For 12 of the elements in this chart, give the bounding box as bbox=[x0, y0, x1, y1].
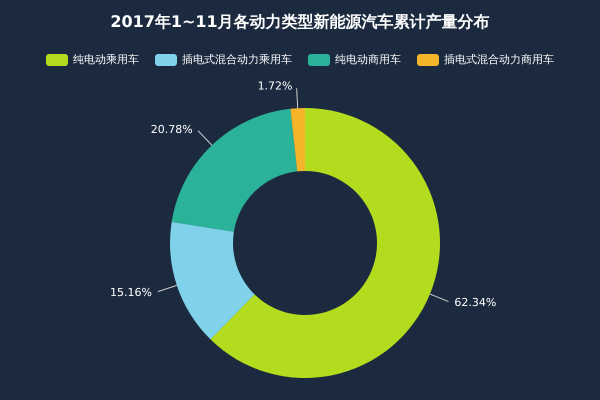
data-label: 20.78% bbox=[150, 122, 193, 136]
donut-slice bbox=[210, 108, 440, 378]
data-label: 15.16% bbox=[110, 286, 152, 299]
chart-title: 2017年1~11月各动力类型新能源汽车累计产量分布 bbox=[109, 12, 491, 33]
data-label: 1.72% bbox=[258, 80, 293, 93]
legend-label: 插电式混合动力商用车 bbox=[444, 52, 554, 67]
donut-slice bbox=[290, 108, 305, 172]
legend-label: 纯电动乘用车 bbox=[73, 52, 139, 67]
donut-slice bbox=[170, 222, 255, 340]
data-label: 62.34% bbox=[454, 296, 496, 309]
legend-label: 插电式混合动力乘用车 bbox=[182, 52, 292, 67]
legend-label: 纯电动商用车 bbox=[335, 52, 401, 67]
